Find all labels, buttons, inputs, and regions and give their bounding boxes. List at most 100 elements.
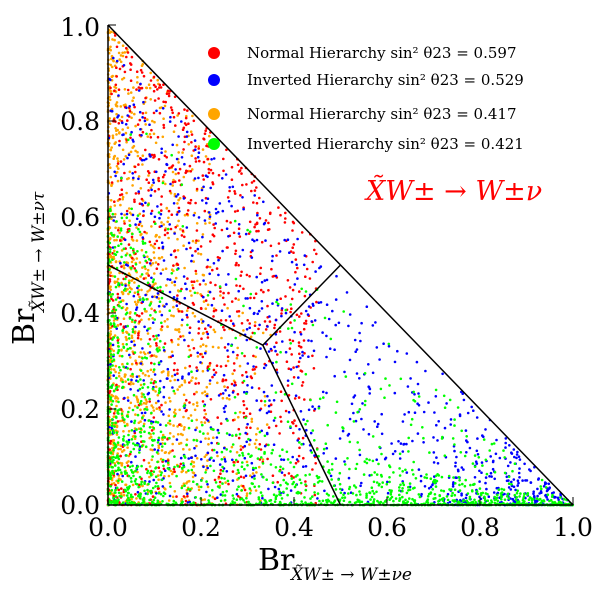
data-point-ih-0529: [311, 405, 314, 408]
data-point-ih-0529: [135, 375, 139, 379]
data-point-ih-0529: [142, 209, 145, 213]
data-point-ih-0421: [183, 404, 186, 407]
data-point-ih-0421: [434, 388, 438, 392]
data-point-ih-0421: [134, 478, 138, 481]
data-point-nh-0597: [157, 466, 161, 470]
data-point-nh-0417: [110, 184, 113, 187]
data-point-ih-0421: [129, 495, 133, 499]
data-point-ih-0529: [419, 474, 423, 478]
data-point-nh-0597: [178, 179, 181, 182]
data-point-ih-0529: [524, 496, 527, 500]
data-point-ih-0421: [275, 300, 278, 304]
data-point-ih-0421: [348, 440, 352, 444]
data-point-ih-0529: [307, 408, 311, 412]
data-point-ih-0421: [124, 254, 128, 257]
data-point-ih-0421: [327, 468, 331, 472]
data-point-ih-0529: [113, 170, 116, 174]
data-point-ih-0421: [429, 477, 433, 481]
data-point-nh-0597: [229, 221, 232, 224]
data-point-ih-0421: [157, 361, 161, 365]
data-point-nh-0597: [248, 275, 251, 278]
data-point-ih-0529: [112, 374, 115, 377]
data-point-nh-0417: [245, 492, 249, 495]
data-point-ih-0421: [111, 469, 114, 473]
data-point-nh-0597: [127, 243, 131, 246]
data-point-ih-0421: [139, 427, 143, 431]
data-point-nh-0597: [269, 244, 273, 248]
data-point-ih-0529: [187, 457, 190, 460]
data-point-nh-0417: [201, 148, 205, 151]
data-point-ih-0421: [445, 495, 449, 498]
data-point-ih-0421: [304, 290, 308, 293]
data-point-ih-0529: [465, 451, 468, 454]
data-point-ih-0421: [132, 251, 136, 254]
data-point-ih-0529: [532, 490, 535, 494]
data-point-ih-0529: [424, 369, 427, 373]
data-point-nh-0417: [113, 249, 116, 253]
data-point-nh-0417: [195, 390, 198, 394]
data-point-nh-0417: [132, 96, 135, 99]
data-point-ih-0529: [118, 296, 122, 300]
data-point-nh-0417: [126, 288, 129, 291]
data-point-nh-0597: [289, 310, 292, 314]
data-point-nh-0597: [254, 292, 258, 296]
data-point-ih-0421: [166, 227, 170, 231]
data-point-ih-0529: [419, 479, 423, 483]
data-point-nh-0417: [136, 81, 139, 84]
data-point-ih-0529: [143, 418, 147, 422]
data-point-ih-0421: [275, 494, 279, 498]
data-point-nh-0417: [254, 438, 258, 442]
data-point-nh-0417: [191, 475, 195, 479]
data-point-ih-0529: [270, 259, 274, 263]
data-point-ih-0421: [270, 451, 274, 455]
data-point-nh-0417: [255, 471, 258, 474]
data-point-ih-0529: [168, 290, 172, 294]
data-point-ih-0421: [109, 431, 112, 435]
data-point-nh-0597: [297, 396, 301, 399]
data-point-ih-0421: [119, 300, 122, 304]
data-point-ih-0421: [154, 485, 157, 488]
data-point-nh-0597: [244, 370, 248, 374]
data-point-nh-0417: [265, 423, 269, 426]
data-point-nh-0597: [160, 325, 164, 328]
data-point-nh-0597: [278, 330, 282, 333]
data-point-nh-0597: [290, 307, 293, 311]
data-point-nh-0597: [297, 454, 301, 458]
data-point-ih-0421: [231, 494, 235, 497]
data-point-nh-0417: [128, 286, 132, 290]
data-point-nh-0417: [237, 314, 241, 318]
data-point-nh-0597: [153, 189, 157, 193]
data-point-ih-0421: [109, 248, 112, 251]
data-point-ih-0529: [150, 276, 153, 280]
data-point-nh-0417: [146, 369, 149, 373]
data-point-ih-0529: [284, 311, 288, 315]
data-point-ih-0529: [216, 496, 219, 500]
data-point-nh-0417: [125, 306, 129, 310]
data-point-ih-0529: [360, 481, 363, 485]
data-point-nh-0597: [304, 275, 307, 279]
data-point-ih-0421: [274, 391, 278, 394]
data-point-ih-0529: [140, 134, 143, 137]
y-tick-label: 0.8: [60, 107, 100, 136]
data-point-ih-0421: [457, 501, 460, 505]
data-point-ih-0421: [212, 428, 215, 431]
data-point-ih-0421: [120, 255, 123, 259]
data-point-ih-0529: [176, 378, 180, 382]
data-point-nh-0597: [302, 456, 305, 460]
data-point-ih-0529: [399, 442, 403, 445]
data-point-ih-0421: [223, 494, 227, 497]
data-point-ih-0421: [120, 235, 123, 239]
data-point-ih-0529: [206, 483, 209, 486]
data-point-ih-0421: [121, 501, 125, 505]
data-point-ih-0421: [130, 429, 134, 432]
data-point-ih-0421: [141, 444, 144, 448]
data-point-ih-0421: [412, 390, 416, 394]
data-point-ih-0421: [522, 501, 525, 505]
data-point-nh-0417: [148, 86, 152, 90]
data-point-ih-0529: [478, 469, 481, 473]
data-point-nh-0597: [150, 361, 153, 365]
data-point-nh-0417: [164, 267, 168, 271]
data-point-ih-0421: [240, 352, 244, 355]
data-point-nh-0597: [135, 361, 138, 365]
data-point-ih-0529: [196, 351, 199, 355]
